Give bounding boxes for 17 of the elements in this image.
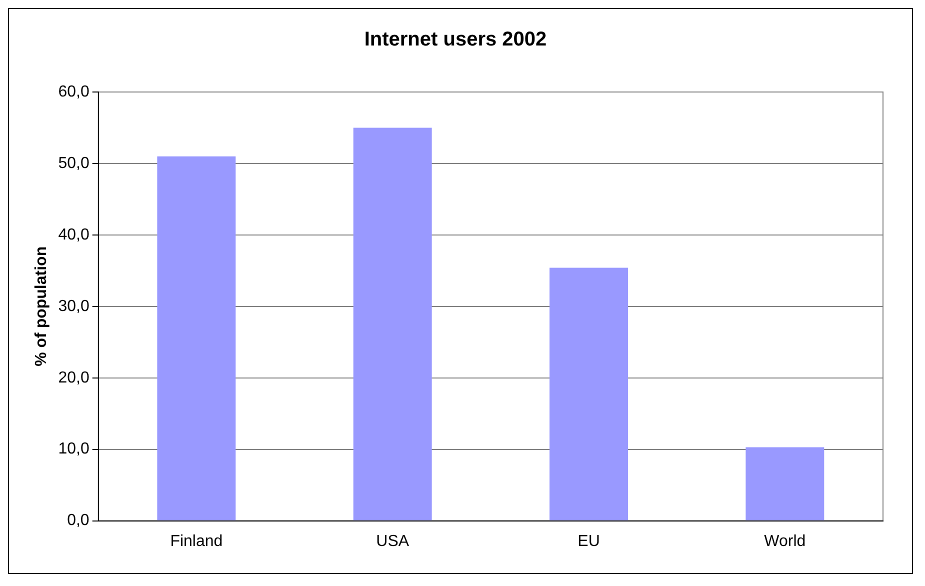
x-tick-label: USA: [376, 532, 410, 550]
bar: [550, 268, 628, 520]
y-tick-label: 40,0: [58, 226, 90, 244]
bar: [157, 156, 236, 520]
y-tick-label: 60,0: [58, 83, 90, 100]
x-tick-label: EU: [578, 532, 600, 550]
bar: [746, 447, 824, 520]
y-tick-label: 20,0: [58, 369, 90, 386]
x-tick-label: World: [764, 532, 806, 550]
y-tick-label: 0,0: [67, 512, 90, 530]
x-tick-label: Finland: [170, 532, 223, 550]
y-tick-label: 10,0: [58, 440, 90, 458]
y-axis-title: % of population: [33, 246, 50, 366]
chart-title: Internet users 2002: [364, 28, 547, 51]
y-tick-label: 30,0: [58, 298, 90, 315]
y-tick-label: 50,0: [58, 154, 90, 172]
bar: [353, 128, 432, 520]
